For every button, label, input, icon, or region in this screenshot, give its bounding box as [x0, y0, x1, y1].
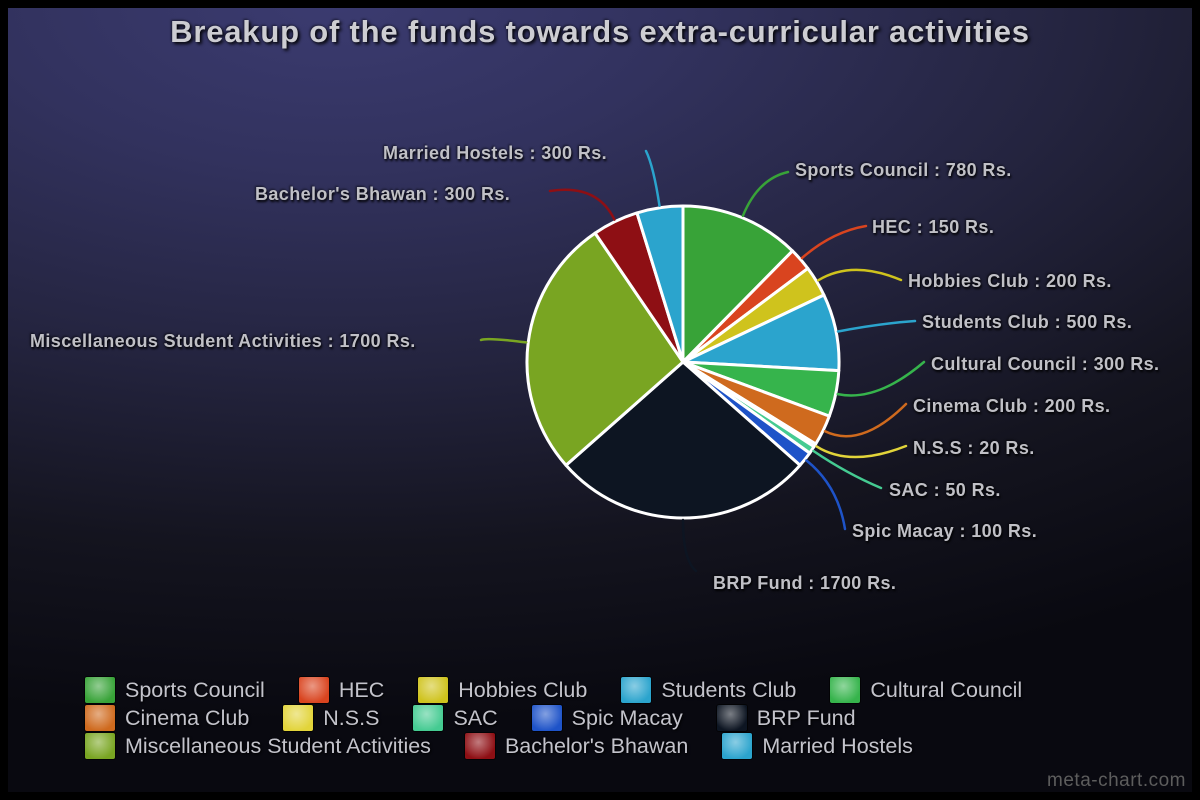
legend-swatch	[413, 705, 444, 731]
slice-callout-miscellaneous-student-activities: Miscellaneous Student Activities : 1700 …	[30, 331, 416, 351]
leader-line-hec	[800, 224, 868, 260]
slice-callout-bachelor-s-bhawan: Bachelor's Bhawan : 300 Rs.	[255, 184, 511, 204]
pie-slice-brp-fund	[564, 360, 802, 520]
legend-swatch	[283, 705, 314, 731]
legend-swatch	[85, 705, 115, 731]
legend-row: Cinema Club N.S.S SAC Spic Macay BRP Fund	[85, 704, 1056, 732]
slice-callout-hobbies-club: Hobbies Club : 200 Rs.	[908, 271, 1112, 291]
legend-swatch	[85, 677, 115, 703]
slice-callout-students-club: Students Club : 500 Rs.	[922, 312, 1133, 332]
slice-callout-married-hostels: Married Hostels : 300 Rs.	[383, 143, 608, 163]
legend-item-n-s-s: N.S.S	[283, 705, 379, 731]
legend-item-students-club: Students Club	[621, 677, 796, 703]
pie-slice-sports-council	[681, 204, 794, 364]
legend-swatch	[716, 705, 747, 731]
legend-item-sports-council: Sports Council	[85, 677, 265, 703]
slice-callout-sac: SAC : 50 Rs.	[889, 480, 1001, 500]
legend-label: Cinema Club	[125, 705, 250, 730]
legend-item-cinema-club: Cinema Club	[85, 705, 249, 731]
legend-row: Sports Council HEC Hobbies Club Students Cl…	[85, 676, 1056, 704]
pie-slice-married-hostels	[635, 204, 685, 364]
leader-line-sac	[812, 449, 883, 490]
legend-swatch	[531, 705, 562, 731]
legend-label: Sports Council	[125, 677, 265, 702]
legend-item-hobbies-club: Hobbies Club	[418, 677, 587, 703]
pie-slice-miscellaneous-student-activities	[525, 231, 685, 467]
legend-item-brp-fund: BRP Fund	[716, 705, 856, 731]
legend-label: BRP Fund	[756, 705, 856, 730]
legend-label: Married Hostels	[762, 733, 913, 758]
legend-item-sac: SAC	[413, 705, 498, 731]
legend-label: HEC	[338, 677, 385, 702]
legend-label: Students Club	[661, 677, 797, 702]
legend-swatch	[464, 733, 495, 759]
slice-callout-spic-macay: Spic Macay : 100 Rs.	[852, 521, 1038, 541]
leader-line-spic-macay	[805, 459, 847, 531]
leader-line-students-club	[836, 319, 917, 333]
leader-line-cinema-club	[823, 402, 908, 438]
legend-swatch	[722, 733, 753, 759]
legend-item-hec: HEC	[298, 677, 385, 703]
legend-item-married-hostels: Married Hostels	[722, 733, 913, 759]
legend-item-cultural-council: Cultural Council	[830, 677, 1022, 703]
legend-label: N.S.S	[323, 705, 380, 730]
leader-line-brp-fund	[681, 518, 698, 573]
slice-callout-hec: HEC : 150 Rs.	[872, 217, 995, 237]
slice-callout-brp-fund: BRP Fund : 1700 Rs.	[713, 573, 897, 593]
legend-item-spic-macay: Spic Macay	[531, 705, 683, 731]
chart-title: Breakup of the funds towards extra-curri…	[170, 14, 1030, 49]
legend-item-bachelor-s-bhawan: Bachelor's Bhawan	[464, 733, 689, 759]
legend: Sports Council HEC Hobbies Club Students Cl…	[85, 676, 1056, 760]
slice-callout-cultural-council: Cultural Council : 300 Rs.	[931, 354, 1160, 374]
legend-label: Hobbies Club	[458, 677, 588, 702]
watermark: meta-chart.com	[1047, 770, 1186, 791]
legend-label: Miscellaneous Student Activities	[125, 733, 431, 758]
slice-callout-cinema-club: Cinema Club : 200 Rs.	[913, 396, 1111, 416]
leader-line-bachelor-s-bhawan	[548, 188, 616, 221]
slice-callout-n-s-s: N.S.S : 20 Rs.	[913, 438, 1035, 458]
legend-row: Miscellaneous Student Activities Bachelor…	[85, 732, 1056, 760]
legend-swatch	[418, 677, 449, 703]
leader-line-sports-council	[741, 170, 790, 218]
leader-line-n-s-s	[815, 444, 908, 459]
leader-line-married-hostels	[644, 149, 661, 208]
leader-line-hobbies-club	[816, 268, 903, 282]
slice-callout-sports-council: Sports Council : 780 Rs.	[795, 160, 1012, 180]
legend-label: SAC	[453, 705, 498, 730]
legend-swatch	[621, 677, 652, 703]
leader-line-miscellaneous-student-activities	[479, 337, 528, 344]
legend-label: Spic Macay	[571, 705, 683, 730]
legend-swatch	[830, 677, 861, 703]
legend-label: Bachelor's Bhawan	[504, 733, 689, 758]
leader-line-cultural-council	[836, 360, 926, 397]
legend-label: Cultural Council	[870, 677, 1023, 702]
legend-swatch	[298, 677, 329, 703]
legend-swatch	[85, 733, 115, 759]
legend-item-miscellaneous-student-activities: Miscellaneous Student Activities	[85, 733, 431, 759]
